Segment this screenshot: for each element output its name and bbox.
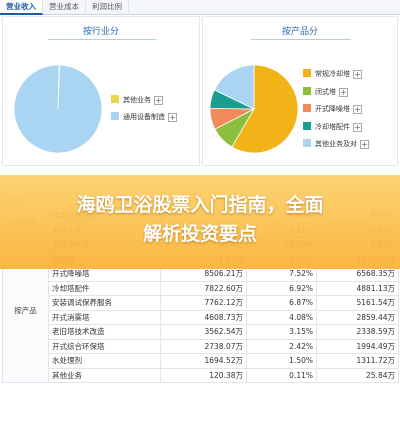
cost-cell: 1994.49万 — [316, 338, 399, 354]
legend-label: 闭式塔 — [315, 87, 336, 96]
revenue-cell: 4608.73万 — [160, 309, 247, 325]
table-row: 水处理剂 1694.52万 1.50% 1311.72万 — [3, 353, 399, 369]
legend-label: 开式降噪塔 — [315, 105, 350, 113]
tab-cost[interactable]: 营业成本 — [43, 0, 86, 15]
industry-pie-chart — [13, 64, 103, 154]
cost-cell: 2859.44万 — [316, 309, 399, 325]
item-name-cell: 水处理剂 — [48, 353, 161, 369]
expand-icon[interactable]: + — [360, 140, 369, 149]
tab-revenue[interactable]: 营业收入 — [0, 0, 43, 15]
revenue-cell: 7762.12万 — [160, 295, 247, 311]
legend-item[interactable]: 冷却塔配件 + — [303, 121, 362, 132]
pie-slice-0[interactable] — [231, 64, 299, 154]
table-row: 冷却塔配件 7822.60万 6.92% 4881.13万 — [3, 280, 399, 296]
legend-label: 通用设备制造 — [123, 113, 165, 121]
legend-item[interactable]: 其他业务及对 + — [303, 139, 369, 149]
legend-swatch — [303, 139, 311, 147]
title-divider — [48, 39, 156, 40]
revenue-cell: 3562.54万 — [160, 324, 247, 340]
expand-icon[interactable]: + — [353, 70, 362, 79]
cost-cell: 4881.13万 — [316, 280, 399, 296]
product-pie-chart — [209, 64, 299, 154]
legend-swatch — [111, 112, 119, 120]
tab-profit-ratio[interactable]: 利润比例 — [86, 0, 129, 15]
revenue-cell: 1694.52万 — [160, 353, 247, 369]
pie-slice-4[interactable] — [213, 64, 255, 110]
table-row: 开式消雾塔 4608.73万 4.08% 2859.44万 — [3, 309, 399, 325]
legend-item[interactable]: 常规冷却塔 + — [303, 69, 362, 79]
expand-icon[interactable]: + — [168, 113, 177, 122]
cost-cell: 5161.54万 — [316, 295, 399, 311]
revenue-cell: 120.38万 — [160, 367, 247, 383]
legend-item[interactable]: 闭式塔 + — [303, 86, 348, 97]
cost-cell: 2338.59万 — [316, 324, 399, 340]
tab-bar: 营业收入 营业成本 利润比例 — [0, 0, 400, 15]
item-name-cell: 老旧塔技术改造 — [48, 324, 161, 340]
ratio-cell: 0.11% — [246, 367, 317, 383]
legend-swatch — [303, 104, 311, 112]
cost-cell: 25.84万 — [316, 367, 399, 383]
expand-icon[interactable]: + — [154, 96, 163, 105]
item-name-cell: 冷却塔配件 — [48, 280, 161, 296]
legend-swatch — [111, 95, 119, 103]
revenue-cell: 2738.07万 — [160, 338, 247, 354]
item-name-cell: 开式综合环保塔 — [48, 338, 161, 354]
banner-line-1: 海鸥卫浴股票入门指南，全面 — [76, 194, 324, 216]
pie-slice-1[interactable] — [57, 64, 60, 110]
banner-title: 海鸥卫浴股票入门指南，全面 解析投资要点 — [14, 191, 386, 249]
product-chart-panel: 按产品分 常规冷却塔 + 闭式塔 + 开式降噪塔 + 冷却塔配件 + 其他业务及对 + — [202, 16, 398, 166]
banner-line-2: 解析投资要点 — [142, 223, 257, 245]
ratio-cell: 1.50% — [246, 353, 317, 369]
legend-label: 冷却塔配件 — [315, 122, 350, 131]
ratio-cell: 4.08% — [246, 309, 317, 325]
item-name-cell: 其他业务 — [48, 367, 161, 383]
cost-cell: 1311.72万 — [316, 353, 399, 369]
revenue-cell: 7822.60万 — [160, 280, 247, 296]
table-row: 安装调试保养服务 7762.12万 6.87% 5161.54万 — [3, 295, 399, 311]
title-divider — [251, 39, 351, 40]
expand-icon[interactable]: + — [353, 105, 362, 114]
industry-chart-title: 按行业分 — [82, 27, 119, 37]
expand-icon[interactable]: + — [339, 87, 348, 97]
ratio-cell: 2.42% — [246, 338, 317, 354]
ratio-cell: 3.15% — [246, 324, 317, 340]
legend-item[interactable]: 开式降噪塔 + — [303, 104, 362, 114]
legend-item[interactable]: 通用设备制造 + — [111, 112, 177, 122]
ratio-cell: 6.87% — [246, 295, 317, 311]
industry-chart-panel: 按行业分 其他业务 + 通用设备制造 + — [2, 16, 200, 166]
product-chart-title: 按产品分 — [281, 27, 318, 37]
table-row: 开式综合环保塔 2738.07万 2.42% 1994.49万 — [3, 338, 399, 354]
ratio-cell: 6.92% — [246, 280, 317, 296]
legend-swatch — [303, 121, 311, 130]
expand-icon[interactable]: + — [353, 122, 362, 132]
legend-label: 其他业务及对 — [315, 140, 357, 148]
legend-label: 其他业务 — [123, 96, 151, 104]
table-row: 老旧塔技术改造 3562.54万 3.15% 2338.59万 — [3, 324, 399, 340]
promo-banner: 海鸥卫浴股票入门指南，全面 解析投资要点 — [0, 175, 400, 269]
legend-swatch — [303, 69, 311, 77]
item-name-cell: 开式消雾塔 — [48, 309, 161, 325]
legend-item[interactable]: 其他业务 + — [111, 95, 163, 105]
legend-swatch — [303, 86, 311, 95]
legend-label: 常规冷却塔 — [315, 70, 350, 78]
item-name-cell: 安装调试保养服务 — [48, 295, 161, 311]
